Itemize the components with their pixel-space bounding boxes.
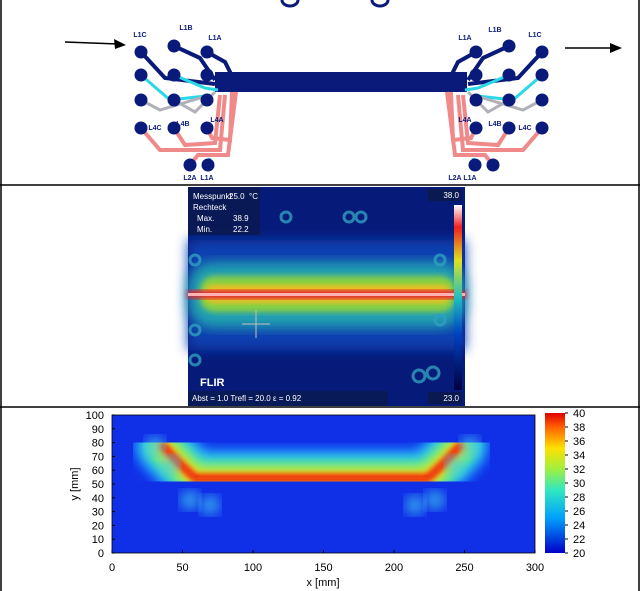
colorbar-tick-label: 34 [573,450,585,462]
y-tick-label: 0 [98,548,104,560]
pcb-layout [64,0,622,174]
pad-label: L2A [448,175,461,182]
colorbar-tick-label: 40 [573,408,585,420]
heat-spot [180,490,200,510]
x-axis-label: x [mm] [307,577,340,589]
pad-label: L1C [133,32,146,39]
pad-label: L4C [148,125,161,132]
measure-value: 25.0 [229,192,245,201]
heat-spot [445,455,465,475]
max-label: Max. [197,214,214,223]
pad-label: L1C [528,32,541,39]
colorbar-tick-label: 20 [573,548,585,560]
y-tick-label: 90 [92,424,104,436]
min-value: 22.2 [233,225,249,234]
y-tick-label: 10 [92,534,104,546]
max-value: 38.9 [233,214,249,223]
heat-spot [425,490,445,510]
y-tick-label: 70 [92,451,104,463]
pad-label: L1A [208,35,221,42]
y-tick-label: 40 [92,493,104,505]
pad-label: L1B [179,25,192,32]
colorbar-tick-label: 38 [573,422,585,434]
heat-spot [145,436,165,456]
colorbar-tick-label: 28 [573,492,585,504]
pad-label: L1A [200,175,213,182]
unit: °C [249,192,258,201]
measure-label: Messpunkt [193,192,232,201]
scale-max: 38.0 [443,191,459,200]
x-tick-label: 200 [385,562,403,574]
y-tick-label: 20 [92,520,104,532]
pad-label: L4C [518,125,531,132]
thermal-image: Messpunkt 25.0 °C Rechteck Max. 38.9 Min… [188,187,465,406]
params: Abst = 1.0 Trefl = 20.0 ε = 0.92 [192,394,302,403]
y-tick-label: 100 [86,410,104,422]
pad-label: L4A [210,117,223,124]
pad-label: L4A [458,117,471,124]
pad-label: L2A [183,175,196,182]
y-tick-label: 80 [92,438,104,450]
x-tick-label: 0 [109,562,115,574]
x-tick-label: 250 [455,562,473,574]
pad-label: L1B [488,27,501,34]
x-tick-label: 300 [526,562,544,574]
colorbar-tick-label: 24 [573,520,585,532]
x-tick-label: 50 [176,562,188,574]
heat-spot [405,495,425,515]
min-label: Min. [197,225,212,234]
y-tick-label: 60 [92,465,104,477]
mode: Rechteck [193,203,227,212]
y-axis-label: y [mm] [69,468,81,501]
pad-label: L4B [176,121,189,128]
colorbar-tick-label: 26 [573,506,585,518]
scale-min: 23.0 [443,394,459,403]
brand: FLIR [200,377,224,389]
heat-spot [460,436,480,456]
heat-spot [200,495,220,515]
heat-spot [160,455,180,475]
pad-label: L4B [488,121,501,128]
axes: 0 50 100 150 200 250 3000102030405060708090100… [86,408,586,574]
heatmap [111,413,565,554]
colorbar-tick-label: 32 [573,464,585,476]
colorbar-tick-label: 36 [573,436,585,448]
x-tick-label: 150 [314,562,332,574]
y-tick-label: 50 [92,479,104,491]
colorbar-tick-label: 30 [573,478,585,490]
pad-label: L1A [463,175,476,182]
x-tick-label: 100 [244,562,262,574]
colorbar-tick-label: 22 [573,534,585,546]
pad-label: L1A [458,35,471,42]
y-tick-label: 30 [92,507,104,519]
